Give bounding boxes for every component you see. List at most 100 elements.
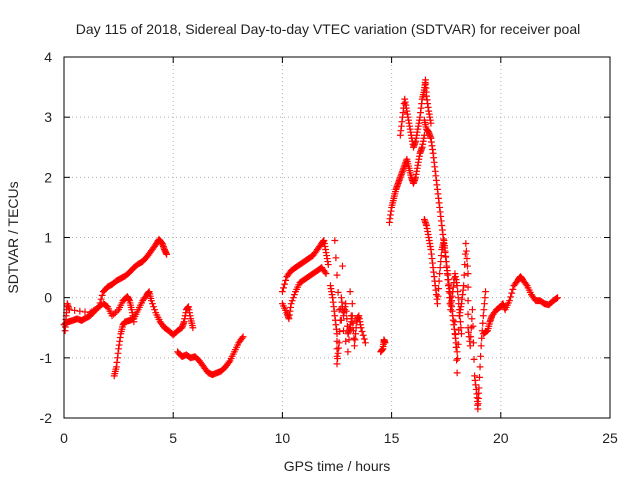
data-point-marker <box>464 283 472 291</box>
data-point-marker <box>477 352 484 360</box>
data-point-marker <box>289 294 297 302</box>
data-point-marker <box>466 342 474 350</box>
series-5 <box>279 264 330 323</box>
series-12 <box>451 240 489 413</box>
data-point-marker <box>470 339 477 347</box>
data-point-marker <box>468 315 476 323</box>
data-point-marker <box>324 261 332 268</box>
data-point-marker <box>110 310 118 318</box>
data-point-marker <box>130 318 138 326</box>
y-tick-label: 3 <box>44 109 52 125</box>
data-point-marker <box>346 288 354 296</box>
data-point-marker <box>287 300 295 308</box>
data-point-marker <box>334 289 342 296</box>
data-point-marker <box>81 308 89 316</box>
data-point-marker <box>282 276 290 284</box>
data-point-marker <box>506 297 513 305</box>
data-point-marker <box>189 324 197 332</box>
data-point-marker <box>460 271 468 279</box>
data-point-marker <box>434 292 442 300</box>
data-point-marker <box>359 331 367 339</box>
data-point-marker <box>335 306 343 314</box>
data-point-marker <box>482 288 489 296</box>
series-0 <box>60 235 171 329</box>
data-point-marker <box>443 264 451 271</box>
data-point-marker <box>522 280 530 288</box>
data-point-marker <box>453 282 461 290</box>
data-point-marker <box>97 295 105 303</box>
data-point-marker <box>454 340 462 348</box>
x-tick-label: 5 <box>169 430 177 446</box>
data-point-marker <box>225 358 233 366</box>
data-point-marker <box>453 356 460 364</box>
y-tick-label: 4 <box>44 49 52 65</box>
data-point-marker <box>76 307 84 315</box>
series-11 <box>420 216 465 338</box>
data-point-marker <box>163 250 171 258</box>
data-point-marker <box>347 312 355 320</box>
chart-title: Day 115 of 2018, Sidereal Day-to-day VTE… <box>76 21 580 37</box>
data-point-marker <box>279 288 286 296</box>
data-point-marker <box>469 322 477 330</box>
data-point-marker <box>483 328 491 335</box>
data-point-marker <box>357 324 365 332</box>
data-point-marker <box>454 355 462 362</box>
data-point-marker <box>113 307 121 315</box>
series-3 <box>174 333 247 379</box>
x-axis-label: GPS time / hours <box>284 458 391 474</box>
data-point-marker <box>476 373 483 381</box>
series-2 <box>61 293 138 335</box>
data-point-marker <box>452 331 459 338</box>
data-point-marker <box>435 277 443 285</box>
data-point-marker <box>349 319 357 327</box>
data-point-marker <box>342 300 350 308</box>
data-point-marker <box>454 294 462 302</box>
data-point-marker <box>464 310 472 318</box>
data-point-marker <box>354 313 362 321</box>
data-point-marker <box>280 284 287 292</box>
data-point-marker <box>342 307 350 315</box>
data-point-marker <box>98 292 106 299</box>
data-point-marker <box>350 334 358 342</box>
data-point-marker <box>345 336 353 344</box>
data-point-marker <box>358 328 366 335</box>
plot-frame <box>63 56 611 419</box>
data-point-marker <box>335 339 343 347</box>
series-6 <box>327 237 369 368</box>
data-point-marker <box>461 250 469 258</box>
data-point-marker <box>435 285 442 293</box>
data-point-marker <box>470 355 478 363</box>
data-point-marker <box>437 252 445 259</box>
data-point-marker <box>108 312 116 320</box>
series-8 <box>386 131 428 226</box>
data-point-marker <box>554 294 561 302</box>
y-tick-label: -2 <box>40 410 53 426</box>
data-point-marker <box>436 270 444 277</box>
data-point-marker <box>291 291 298 299</box>
data-point-marker <box>464 297 472 305</box>
data-point-marker <box>111 309 119 317</box>
data-point-marker <box>509 285 517 293</box>
data-point-marker <box>453 348 461 356</box>
data-point-marker <box>331 237 339 244</box>
y-tick-label: 1 <box>44 230 52 246</box>
data-point-marker <box>446 300 454 308</box>
x-tick-label: 15 <box>384 430 400 446</box>
y-tick-label: 2 <box>44 169 52 185</box>
x-tick-label: 10 <box>275 430 291 446</box>
data-point-marker <box>475 384 483 392</box>
data-point-marker <box>337 316 345 324</box>
data-point-marker <box>333 345 341 353</box>
data-point-marker <box>458 330 465 338</box>
data-point-marker <box>464 270 472 277</box>
data-point-marker <box>463 255 471 262</box>
data-point-marker <box>444 276 452 284</box>
data-point-marker <box>239 333 247 341</box>
data-point-marker <box>340 327 347 335</box>
data-point-marker <box>436 264 444 271</box>
data-point-marker <box>288 297 296 305</box>
data-point-marker <box>150 303 157 311</box>
data-point-marker <box>151 306 159 314</box>
data-point-marker <box>467 333 475 341</box>
